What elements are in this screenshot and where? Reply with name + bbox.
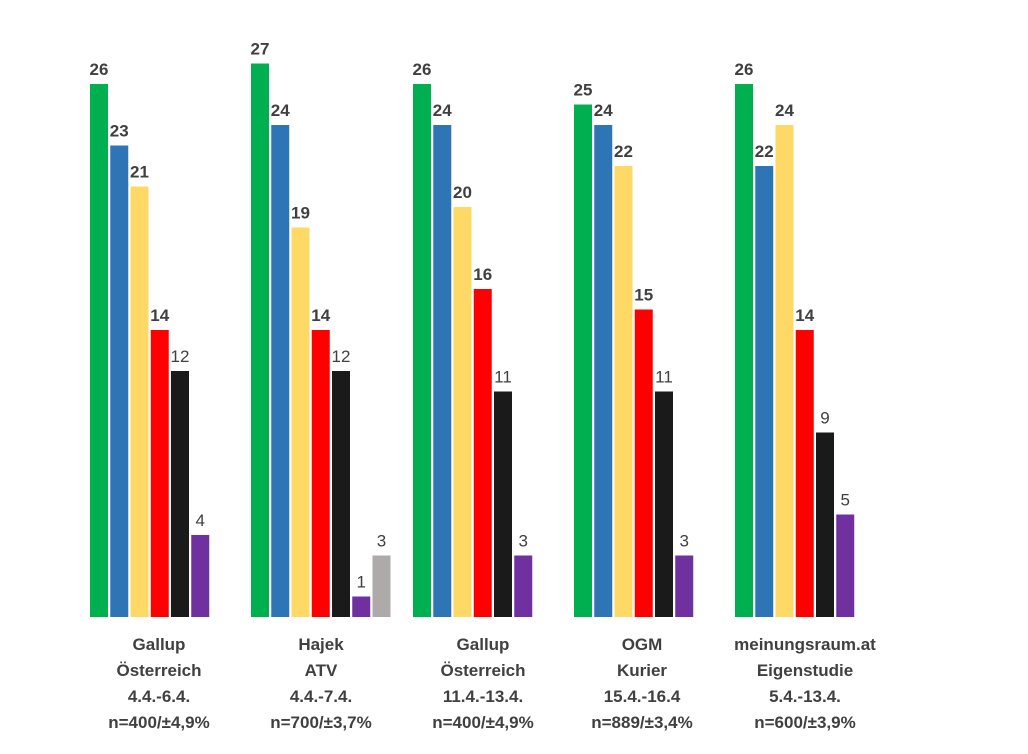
category-label-1-line-3: 4.4.-6.4. xyxy=(128,687,190,706)
bar-g2-6 xyxy=(352,596,371,617)
bar-g4-5 xyxy=(655,391,673,617)
bar-group-5: 26 22 24 14 9 5 xyxy=(735,60,855,617)
bar-g5-1 xyxy=(735,84,753,617)
category-label-3-line-2: Österreich xyxy=(440,661,525,680)
data-label-g3-4: 16 xyxy=(473,265,492,284)
bar-g2-2 xyxy=(271,125,290,617)
data-label-g2-1: 27 xyxy=(251,40,270,59)
category-label-5-line-4: n=600/±3,9% xyxy=(754,713,855,732)
data-label-g4-3: 22 xyxy=(614,142,633,161)
data-label-g1-6: 4 xyxy=(196,511,205,530)
bar-g4-4 xyxy=(634,309,653,617)
data-label-g1-4: 14 xyxy=(150,306,169,325)
data-label-g5-2: 22 xyxy=(755,142,774,161)
bar-g5-2 xyxy=(755,166,774,617)
bar-g3-1 xyxy=(413,84,431,617)
data-label-g3-1: 26 xyxy=(413,60,432,79)
bar-g3-2 xyxy=(433,125,452,617)
category-label-1-line-4: n=400/±4,9% xyxy=(108,713,209,732)
category-label-3-line-3: 11.4.-13.4. xyxy=(443,687,523,706)
data-label-g1-5: 12 xyxy=(171,347,190,366)
data-label-g3-2: 24 xyxy=(433,101,452,120)
data-label-g2-7: 3 xyxy=(377,532,386,551)
bar-group-1: 26 23 21 14 12 4 xyxy=(90,60,210,617)
bar-g1-3 xyxy=(130,186,149,617)
data-label-g2-5: 12 xyxy=(332,347,351,366)
data-label-g4-5: 11 xyxy=(655,368,673,387)
data-label-g5-4: 14 xyxy=(795,306,814,325)
bar-g2-4 xyxy=(311,330,330,617)
data-label-g5-3: 24 xyxy=(775,101,794,120)
data-label-g3-3: 20 xyxy=(453,183,472,202)
bar-g4-3 xyxy=(614,166,633,617)
category-label-1-line-1: Gallup xyxy=(133,635,186,654)
category-label-2-line-4: n=700/±3,7% xyxy=(270,713,371,732)
category-label-3-line-1: Gallup xyxy=(457,635,510,654)
data-label-g1-1: 26 xyxy=(90,60,109,79)
data-label-g4-2: 24 xyxy=(594,101,613,120)
bar-g3-6 xyxy=(514,555,533,617)
category-label-3-line-4: n=400/±4,9% xyxy=(432,713,533,732)
data-label-g5-6: 5 xyxy=(841,491,850,510)
bar-g4-2 xyxy=(594,125,613,617)
data-label-g2-2: 24 xyxy=(271,101,290,120)
bar-g5-5 xyxy=(816,432,834,617)
data-label-g1-2: 23 xyxy=(110,122,129,141)
bar-g2-5 xyxy=(332,371,350,617)
bar-g1-5 xyxy=(171,371,189,617)
category-label-4-line-3: 15.4.-16.4 xyxy=(604,687,681,706)
data-label-g2-6: 1 xyxy=(357,573,366,592)
data-label-g4-1: 25 xyxy=(574,81,593,100)
category-label-2-line-1: Hajek xyxy=(298,635,344,654)
data-label-g1-3: 21 xyxy=(130,163,149,182)
bar-g2-1 xyxy=(251,63,269,617)
bar-group-3: 26 24 20 16 11 3 xyxy=(413,60,533,617)
data-label-g3-5: 11 xyxy=(494,368,512,387)
category-label-1-line-2: Österreich xyxy=(116,661,201,680)
bar-g1-4 xyxy=(150,330,169,617)
bar-g2-3 xyxy=(291,227,310,617)
category-label-4-line-1: OGM xyxy=(622,635,663,654)
bar-g5-4 xyxy=(795,330,814,617)
bar-g5-6 xyxy=(836,514,855,617)
bar-g1-2 xyxy=(110,145,129,617)
data-label-g5-5: 9 xyxy=(820,409,829,428)
bar-g3-4 xyxy=(473,289,492,617)
bar-g1-6 xyxy=(191,535,210,617)
category-label-4-line-2: Kurier xyxy=(617,661,667,680)
category-label-4-line-4: n=889/±3,4% xyxy=(591,713,692,732)
bar-g4-6 xyxy=(675,555,694,617)
bar-g5-3 xyxy=(775,125,794,617)
data-label-g4-6: 3 xyxy=(680,532,689,551)
bar-g2-7 xyxy=(372,555,391,617)
bar-group-2: 27 24 19 14 12 1 3 xyxy=(251,40,391,617)
data-label-g5-1: 26 xyxy=(735,60,754,79)
category-label-2-line-2: ATV xyxy=(305,661,338,680)
bar-g3-5 xyxy=(494,391,512,617)
data-label-g4-4: 15 xyxy=(634,286,653,305)
bar-g1-1 xyxy=(90,84,108,617)
data-label-g3-6: 3 xyxy=(519,532,528,551)
category-label-5-line-3: 5.4.-13.4. xyxy=(769,687,841,706)
data-label-g2-3: 19 xyxy=(291,204,310,223)
data-label-g2-4: 14 xyxy=(311,306,330,325)
bar-g3-3 xyxy=(453,207,472,617)
bar-g4-1 xyxy=(574,104,592,617)
category-label-2-line-3: 4.4.-7.4. xyxy=(290,687,352,706)
category-label-5-line-1: meinungsraum.at xyxy=(734,635,876,654)
category-label-5-line-2: Eigenstudie xyxy=(757,661,853,680)
